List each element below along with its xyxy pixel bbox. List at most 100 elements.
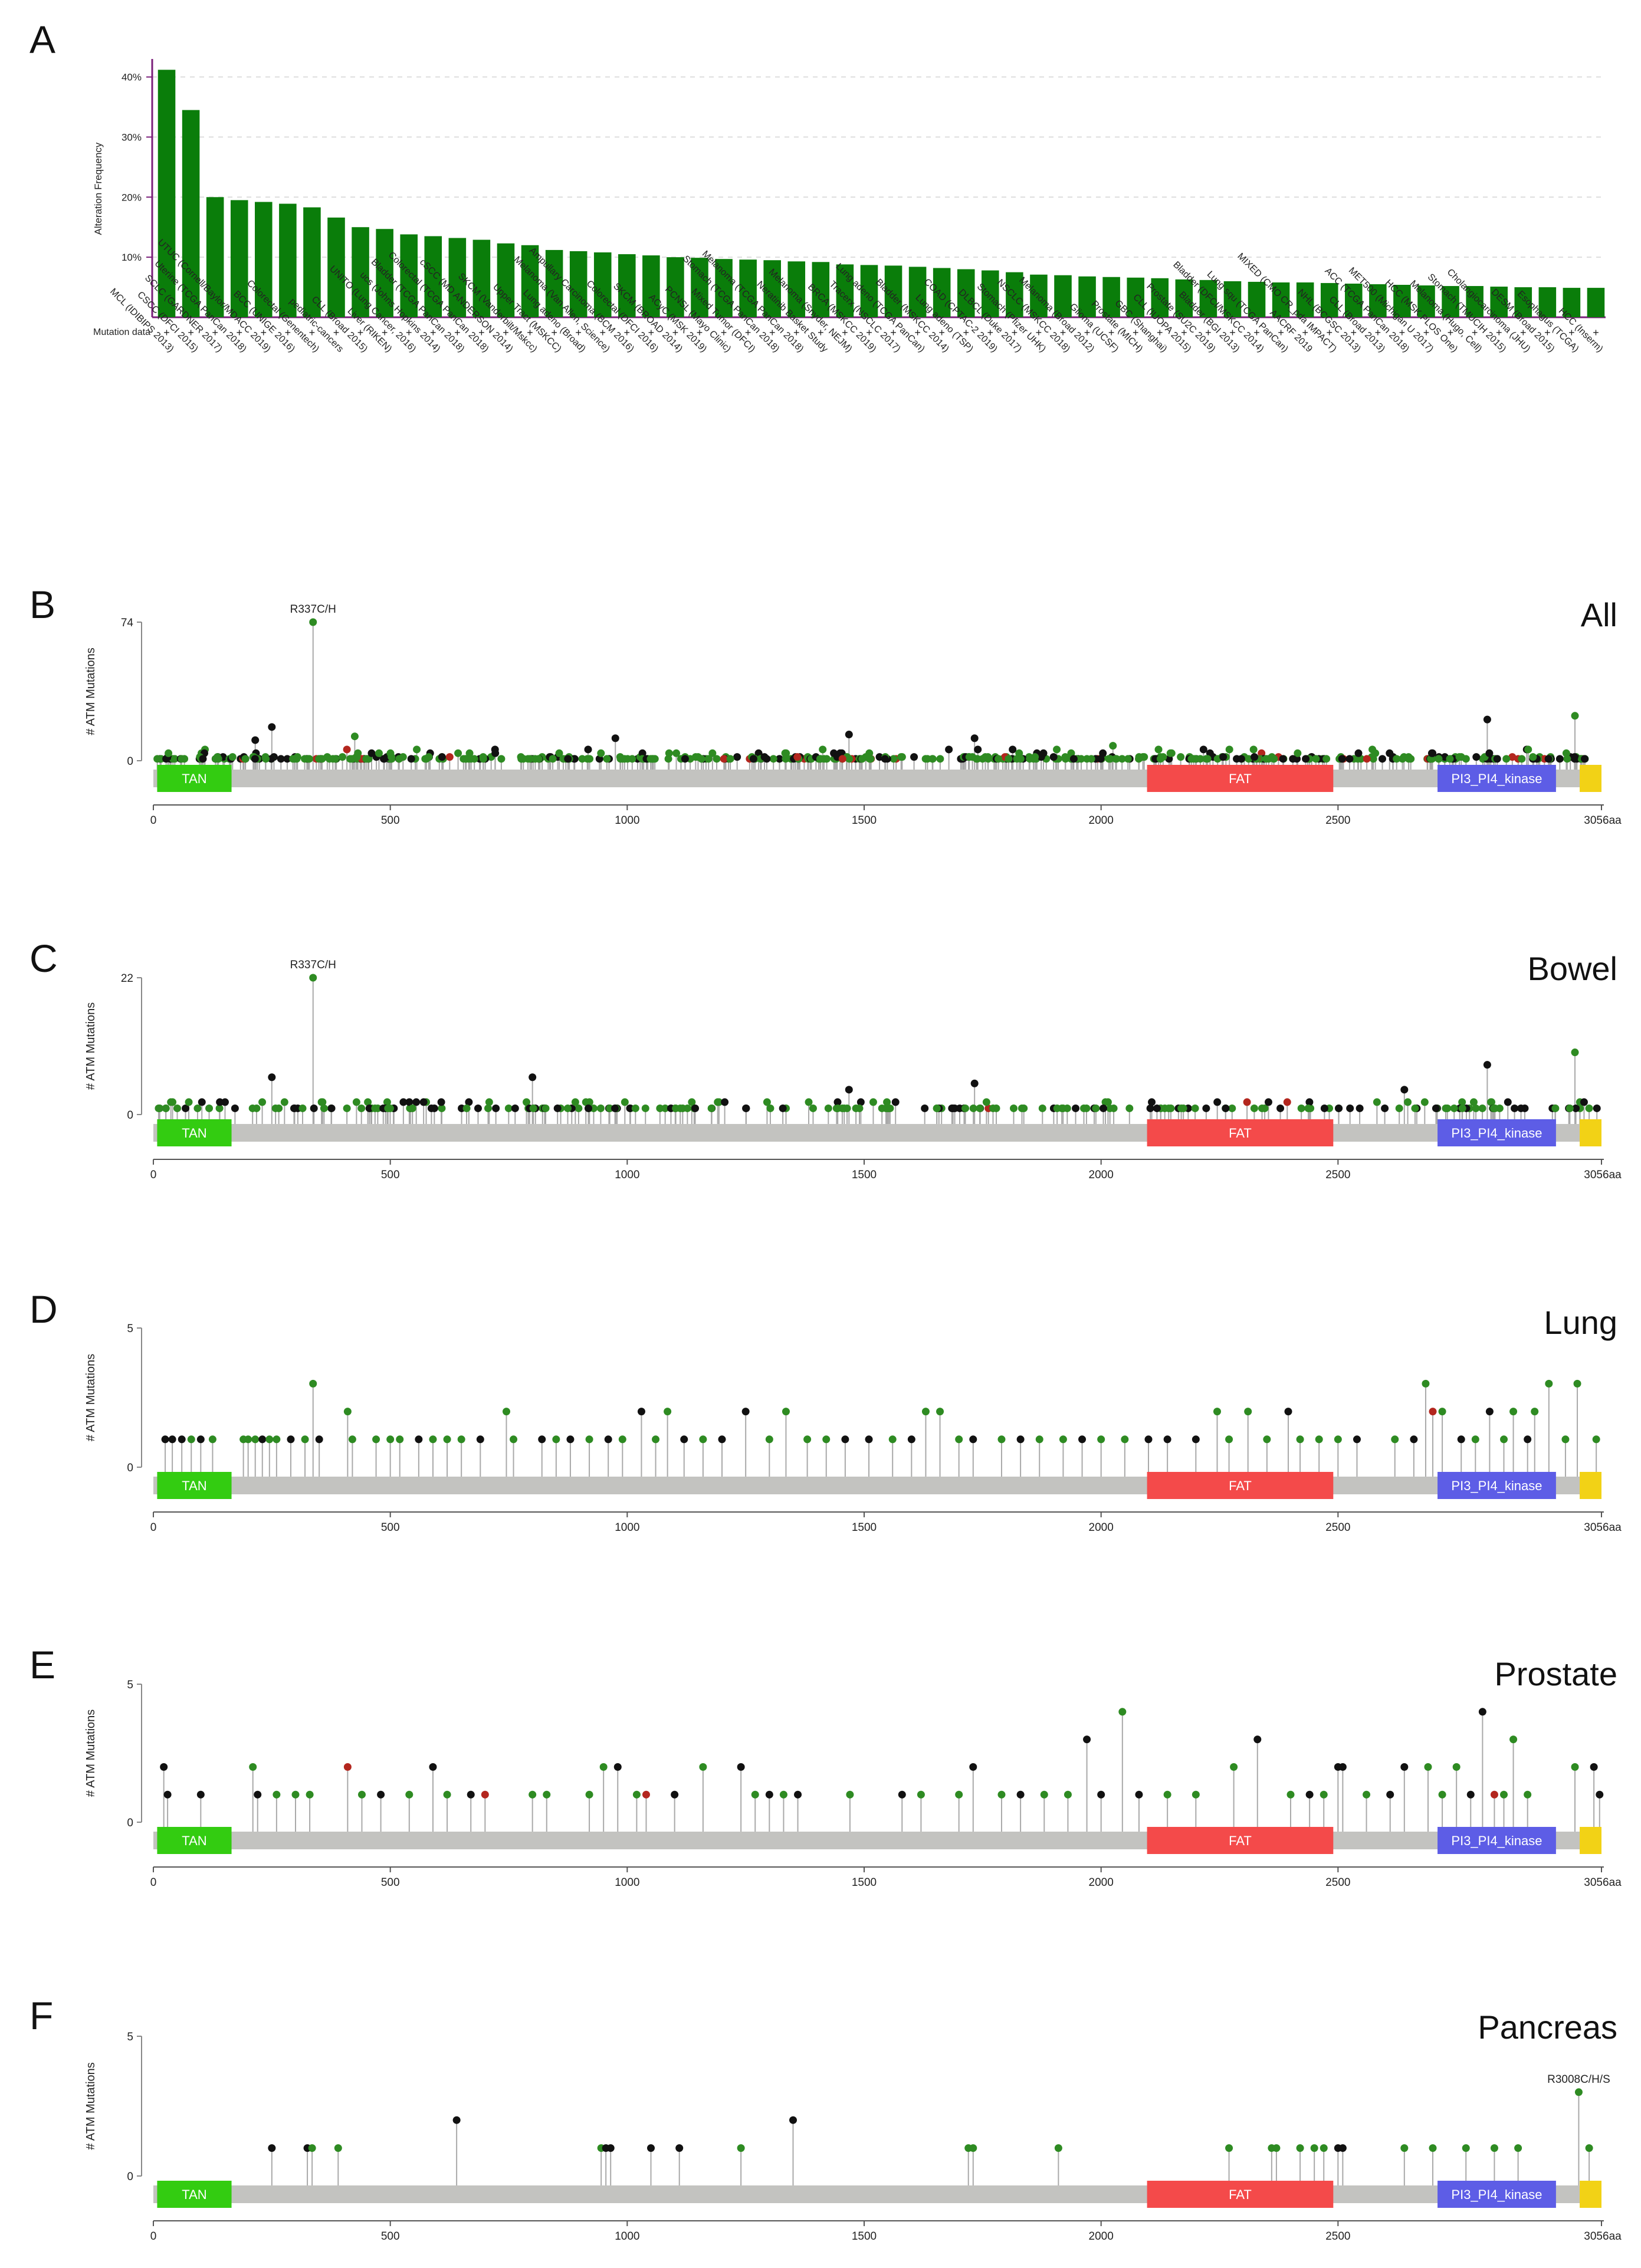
- lollipop-head-missense: [1262, 755, 1271, 763]
- lollipop-head-missense: [1225, 1435, 1233, 1444]
- lollipop-head-truncating: [492, 1104, 500, 1112]
- lollipop-head-missense: [1296, 2144, 1304, 2152]
- lollipop-head-missense: [353, 753, 361, 761]
- lollipop-head-missense: [1053, 745, 1061, 754]
- domain-label: FAT: [1229, 1833, 1252, 1848]
- lollipop-head-missense: [1563, 755, 1571, 763]
- bar: [497, 243, 515, 317]
- mutation-data-marker: +: [1593, 327, 1599, 338]
- lollipop-head-missense: [936, 1408, 944, 1416]
- mutation-data-marker: +: [1012, 327, 1018, 338]
- domain-c-terminal: [1580, 2181, 1601, 2208]
- lollipop-head-inframe: [1490, 1790, 1498, 1799]
- y-zero-label: 0: [127, 1462, 133, 1474]
- lollipop-head-truncating: [429, 1763, 437, 1771]
- lollipop-head-truncating: [231, 1104, 239, 1112]
- lollipop-heads: [155, 974, 1601, 1112]
- lollipop-head-missense: [543, 1790, 551, 1799]
- lollipop-head-truncating: [1483, 1061, 1491, 1069]
- lollipop-head-missense: [672, 749, 681, 757]
- domain-c-terminal: [1580, 765, 1601, 792]
- lollipop-head-missense: [1585, 1104, 1593, 1112]
- mutation-data-marker: +: [1375, 327, 1381, 338]
- lollipop-head-missense: [997, 1790, 1006, 1799]
- domain-fat: [1147, 2181, 1334, 2208]
- lollipop-head-missense: [167, 1098, 175, 1106]
- y-tick-label: 20%: [122, 192, 142, 203]
- lollipop-head-truncating: [427, 1104, 435, 1112]
- panel-f-lollipop: F Pancreas 5 0 # ATM Mutations TAN FAT PI3_PI4_…: [29, 1994, 1622, 2243]
- lollipop-head-truncating: [1386, 1790, 1394, 1799]
- lollipop-head-truncating: [606, 2144, 615, 2152]
- lollipop-head-missense: [208, 1435, 216, 1444]
- lollipop-head-missense: [375, 749, 383, 757]
- lollipop-head-missense: [173, 1104, 181, 1112]
- lollipop-head-missense: [997, 1435, 1006, 1444]
- lollipop-head-missense: [485, 1098, 493, 1106]
- lollipop-head-missense: [155, 1104, 163, 1112]
- lollipop-head-truncating: [1335, 1104, 1343, 1112]
- y-axis-label: # ATM Mutations: [84, 2062, 97, 2150]
- mutation-data-marker: +: [648, 327, 655, 338]
- lollipop-head-truncating: [721, 1098, 729, 1106]
- lollipop-head-missense: [936, 755, 944, 763]
- lollipop-head-truncating: [160, 1763, 168, 1771]
- lollipop-head-missense: [1531, 1408, 1539, 1416]
- lollipop-head-missense: [1261, 1104, 1269, 1112]
- lollipop-head-truncating: [856, 1098, 865, 1106]
- lollipop-head-truncating: [794, 1790, 802, 1799]
- lollipop-head-missense: [886, 1104, 894, 1112]
- lollipop-head-missense: [384, 1104, 392, 1112]
- lollipop-head-truncating: [1356, 1104, 1364, 1112]
- domain-label: TAN: [182, 1833, 206, 1848]
- x-end-label: 3056aa: [1584, 1876, 1622, 1889]
- lollipop-head-truncating: [647, 2144, 655, 2152]
- lollipop-head-missense: [1592, 1435, 1600, 1444]
- x-tick-label: 500: [381, 1521, 400, 1534]
- bar: [545, 249, 563, 317]
- lollipop-head-missense: [982, 1098, 990, 1106]
- domain-pi3_pi4_kinase: [1437, 2181, 1556, 2208]
- lollipop-head-missense: [352, 1098, 360, 1106]
- lollipop-head-missense: [1156, 755, 1164, 763]
- mutation-data-marker: +: [914, 327, 921, 338]
- lollipop-head-truncating: [1400, 1086, 1409, 1094]
- protein-backbone: [153, 2185, 1601, 2203]
- bar: [376, 229, 393, 317]
- bar: [1078, 276, 1096, 317]
- mutation-data-marker: +: [575, 327, 582, 338]
- lollipop-head-truncating: [287, 1435, 295, 1444]
- lollipop-head-missense: [413, 745, 421, 754]
- lollipop-head-truncating: [1078, 1435, 1087, 1444]
- lollipop-head-missense: [969, 1104, 977, 1112]
- lollipop-head-inframe: [838, 755, 846, 763]
- lollipop-head-truncating: [1305, 1790, 1314, 1799]
- bar: [957, 269, 975, 317]
- panel-title: Bowel: [1527, 950, 1617, 987]
- lollipop-head-truncating: [1400, 1763, 1409, 1771]
- lollipop-head-missense: [1469, 1098, 1478, 1106]
- lollipop-head-missense: [1315, 1435, 1323, 1444]
- lollipop-head-truncating: [1590, 1763, 1598, 1771]
- lollipop-head-missense: [969, 2144, 977, 2152]
- lollipop-head-truncating: [1222, 1104, 1230, 1112]
- bar: [327, 217, 345, 317]
- domain-label: TAN: [182, 1478, 206, 1493]
- lollipop-head-truncating: [415, 1435, 423, 1444]
- lollipop-head-missense: [504, 1104, 513, 1112]
- y-zero-label: 0: [127, 755, 133, 768]
- lollipop-head-missense: [443, 1790, 451, 1799]
- lollipop-head-truncating: [1264, 1098, 1272, 1106]
- mutation-data-marker: +: [1302, 327, 1308, 338]
- mutation-data-marker: +: [163, 327, 170, 338]
- lollipop-head-missense: [575, 1104, 583, 1112]
- y-max-label: 5: [127, 1323, 133, 1335]
- lollipop-head-missense: [457, 1435, 465, 1444]
- lollipop-head-inframe: [1429, 1408, 1437, 1416]
- lollipop-head-missense: [578, 755, 586, 763]
- lollipop-head-missense: [165, 749, 173, 757]
- lollipop-head-missense: [1016, 755, 1025, 763]
- x-tick-label: 2000: [1089, 1876, 1114, 1889]
- lollipop-head-missense: [869, 1098, 877, 1106]
- lollipop-head-missense: [737, 2144, 745, 2152]
